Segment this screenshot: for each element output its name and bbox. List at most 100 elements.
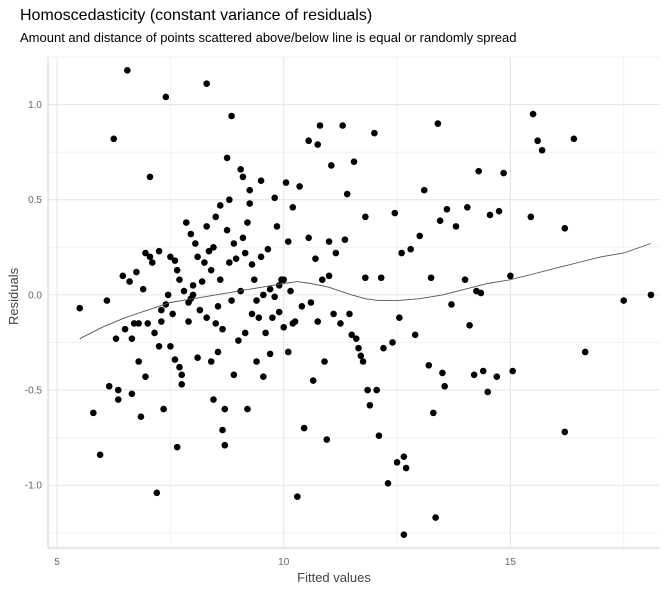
y-tick-label: 1.0 [28, 100, 42, 111]
data-point [167, 253, 174, 261]
data-point [305, 137, 312, 145]
data-point [112, 335, 120, 342]
data-point [341, 236, 349, 243]
data-point [169, 310, 176, 318]
data-point [155, 342, 163, 350]
data-point [253, 358, 260, 365]
data-point [182, 219, 190, 226]
data-points [76, 67, 655, 538]
data-point [384, 479, 392, 487]
data-point [260, 373, 267, 381]
data-point [244, 219, 251, 226]
data-point [371, 129, 378, 137]
tick-labels: 5 10 15 -1.0 -0.5 0.0 0.5 1.0 [25, 100, 517, 568]
data-point [284, 348, 292, 356]
data-point [343, 190, 351, 198]
data-point [346, 310, 353, 318]
data-point [260, 291, 267, 299]
data-point [321, 358, 328, 365]
data-point [158, 318, 165, 325]
data-point [121, 325, 129, 333]
data-point [133, 268, 140, 276]
data-point [477, 289, 485, 297]
data-point [214, 348, 222, 356]
data-point [420, 186, 428, 194]
data-point [253, 297, 260, 304]
data-point [164, 291, 172, 299]
data-point [185, 318, 192, 325]
data-point [357, 352, 365, 360]
data-point [219, 325, 226, 333]
data-point [155, 247, 163, 255]
data-point [396, 314, 403, 322]
data-point [198, 278, 206, 285]
data-point [425, 362, 433, 369]
data-point [305, 234, 312, 242]
data-point [402, 464, 410, 472]
data-point [294, 493, 301, 500]
data-point [264, 245, 272, 253]
data-point [325, 238, 333, 245]
data-point [246, 200, 254, 207]
data-point [461, 276, 469, 283]
data-point [284, 238, 292, 245]
data-point [228, 112, 235, 120]
data-point [527, 213, 535, 221]
data-point [470, 371, 478, 379]
data-point [307, 299, 315, 306]
data-point [416, 232, 424, 240]
data-point [189, 282, 197, 289]
data-point [325, 272, 333, 280]
data-point [124, 67, 131, 74]
data-point [400, 531, 408, 538]
data-point [230, 240, 238, 247]
data-point [439, 369, 446, 377]
data-point [207, 358, 215, 365]
data-point [114, 396, 122, 403]
data-point [373, 386, 380, 394]
data-point [266, 285, 274, 293]
data-point [210, 396, 217, 403]
data-point [452, 223, 460, 230]
data-point [221, 405, 229, 413]
data-point [142, 249, 149, 257]
data-point [194, 253, 201, 261]
data-point [214, 303, 222, 310]
data-point [248, 261, 256, 268]
data-point [275, 282, 283, 289]
axes [47, 57, 660, 549]
data-point [146, 253, 154, 261]
data-point [126, 278, 133, 285]
data-point [318, 276, 326, 283]
y-tick-label: 0.0 [28, 290, 42, 301]
data-point [443, 205, 451, 213]
data-point [216, 276, 224, 283]
data-point [216, 202, 224, 209]
data-point [212, 320, 220, 327]
data-point [309, 377, 317, 384]
data-point [192, 240, 199, 247]
data-point [400, 453, 408, 460]
data-point [398, 249, 405, 257]
data-point [203, 80, 210, 87]
data-point [244, 405, 251, 413]
data-point [76, 304, 84, 312]
data-point [228, 297, 235, 304]
data-point [221, 441, 229, 449]
data-point [280, 276, 288, 283]
data-point [176, 276, 183, 283]
data-point [203, 223, 210, 230]
data-point [162, 93, 170, 101]
data-point [366, 401, 374, 409]
data-point [226, 259, 233, 266]
data-point [377, 274, 385, 282]
data-point [167, 342, 174, 350]
data-point [178, 371, 186, 379]
data-point [436, 217, 444, 224]
data-point [146, 173, 154, 181]
data-point [237, 165, 244, 173]
data-point [287, 287, 294, 295]
data-point [348, 331, 356, 339]
data-point [332, 249, 340, 257]
data-point [246, 186, 254, 194]
